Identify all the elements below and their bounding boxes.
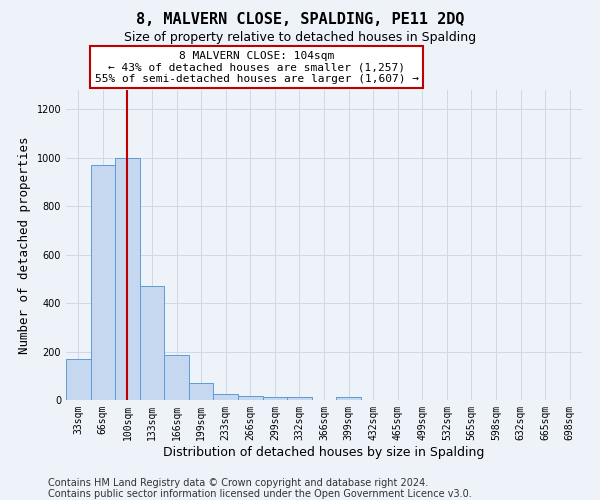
- Bar: [140, 286, 164, 400]
- Bar: [164, 355, 189, 400]
- Bar: [336, 397, 361, 400]
- X-axis label: Distribution of detached houses by size in Spalding: Distribution of detached houses by size …: [163, 446, 485, 458]
- Text: 8 MALVERN CLOSE: 104sqm
← 43% of detached houses are smaller (1,257)
55% of semi: 8 MALVERN CLOSE: 104sqm ← 43% of detache…: [95, 50, 419, 84]
- Text: Size of property relative to detached houses in Spalding: Size of property relative to detached ho…: [124, 31, 476, 44]
- Bar: [238, 396, 263, 400]
- Bar: [287, 397, 312, 400]
- Bar: [189, 383, 214, 400]
- Text: Contains public sector information licensed under the Open Government Licence v3: Contains public sector information licen…: [48, 489, 472, 499]
- Y-axis label: Number of detached properties: Number of detached properties: [18, 136, 31, 354]
- Bar: [91, 165, 115, 400]
- Bar: [115, 158, 140, 400]
- Text: Contains HM Land Registry data © Crown copyright and database right 2024.: Contains HM Land Registry data © Crown c…: [48, 478, 428, 488]
- Text: 8, MALVERN CLOSE, SPALDING, PE11 2DQ: 8, MALVERN CLOSE, SPALDING, PE11 2DQ: [136, 12, 464, 28]
- Bar: [214, 394, 238, 400]
- Bar: [66, 359, 91, 400]
- Bar: [263, 397, 287, 400]
